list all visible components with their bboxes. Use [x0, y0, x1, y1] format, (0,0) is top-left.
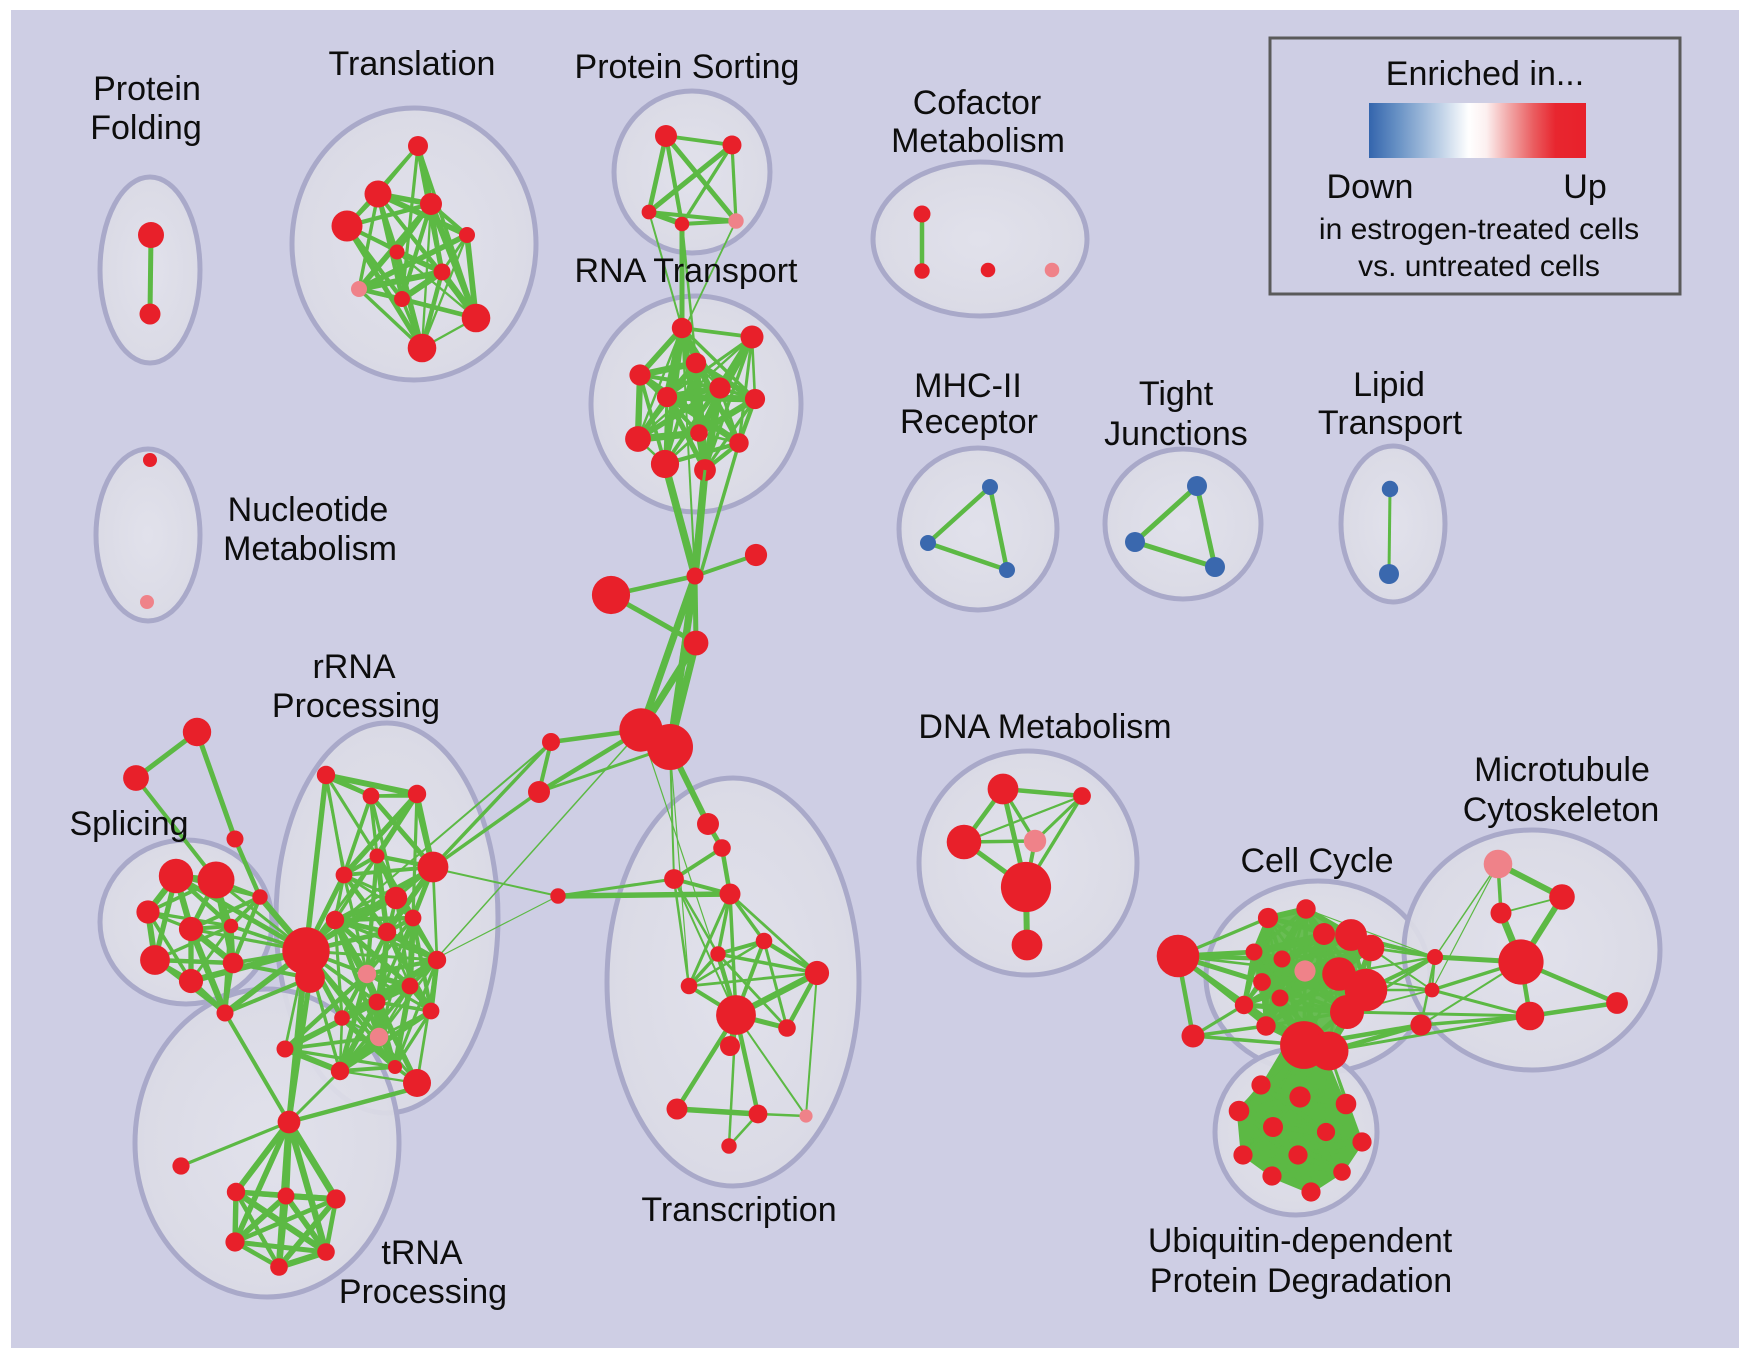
svg-text:Folding: Folding [90, 109, 202, 147]
svg-text:Protein Degradation: Protein Degradation [1150, 1262, 1452, 1300]
svg-text:Tight: Tight [1139, 375, 1214, 413]
svg-text:Down: Down [1327, 168, 1414, 206]
svg-text:Translation: Translation [329, 45, 496, 83]
svg-text:Protein: Protein [93, 70, 201, 108]
svg-text:RNA Transport: RNA Transport [575, 252, 799, 290]
svg-text:Up: Up [1563, 168, 1606, 206]
svg-text:Cofactor: Cofactor [913, 84, 1042, 122]
svg-text:Enriched in...: Enriched in... [1386, 55, 1584, 93]
svg-text:Transcription: Transcription [641, 1191, 836, 1229]
svg-text:Microtubule: Microtubule [1474, 751, 1650, 789]
svg-text:vs. untreated cells: vs. untreated cells [1358, 250, 1600, 283]
svg-text:Processing: Processing [272, 687, 440, 725]
svg-text:Ubiquitin-dependent: Ubiquitin-dependent [1148, 1222, 1453, 1260]
svg-text:Receptor: Receptor [900, 403, 1038, 441]
svg-text:Splicing: Splicing [69, 805, 188, 843]
svg-text:Junctions: Junctions [1104, 415, 1248, 453]
svg-text:DNA Metabolism: DNA Metabolism [918, 708, 1171, 746]
svg-text:Cell Cycle: Cell Cycle [1240, 842, 1393, 880]
svg-text:Metabolism: Metabolism [223, 530, 397, 568]
svg-text:Transport: Transport [1318, 404, 1463, 442]
svg-text:Processing: Processing [339, 1273, 507, 1311]
svg-text:Cytoskeleton: Cytoskeleton [1463, 791, 1660, 829]
svg-text:Lipid: Lipid [1353, 366, 1425, 404]
svg-text:in estrogen-treated cells: in estrogen-treated cells [1319, 213, 1639, 246]
svg-text:tRNA: tRNA [381, 1234, 463, 1272]
svg-text:rRNA: rRNA [312, 648, 395, 686]
svg-text:Metabolism: Metabolism [891, 122, 1065, 160]
svg-text:MHC-II: MHC-II [914, 367, 1022, 405]
svg-text:Protein Sorting: Protein Sorting [575, 48, 800, 86]
svg-text:Nucleotide: Nucleotide [228, 491, 389, 529]
